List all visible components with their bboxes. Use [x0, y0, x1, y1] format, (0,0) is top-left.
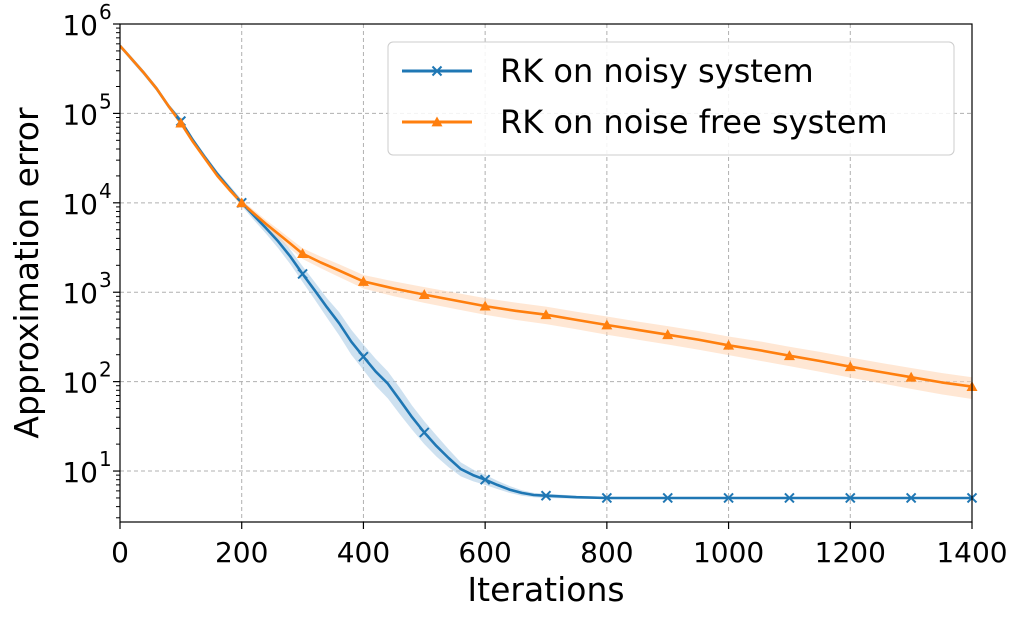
data-point-noise-free — [662, 329, 674, 340]
x-tick-label: 0 — [111, 536, 129, 569]
x-tick-label: 800 — [580, 536, 633, 569]
y-tick-base: 10 — [62, 456, 98, 489]
y-tick-label: 10 3 — [62, 268, 111, 310]
y-tick-base: 10 — [62, 9, 98, 42]
data-point-noise-free — [723, 339, 735, 350]
data-point-noise-free — [479, 300, 491, 311]
data-point-noisy — [601, 492, 613, 504]
y-tick-label: 10 4 — [62, 179, 111, 221]
data-point-noisy — [540, 490, 552, 501]
x-tick-label: 400 — [337, 536, 390, 569]
data-point-noise-free — [297, 248, 309, 259]
data-point-noise-free — [601, 319, 613, 330]
y-tick-label: 10 1 — [62, 447, 111, 489]
x-tick-label: 200 — [215, 536, 268, 569]
data-point-noisy — [479, 474, 491, 485]
legend-marker-triangle-icon — [431, 116, 443, 127]
y-tick-base: 10 — [62, 367, 98, 400]
y-tick-exponent: 3 — [99, 268, 112, 292]
legend-box — [387, 41, 955, 156]
data-point-noisy — [662, 492, 673, 504]
x-tick-label: 600 — [458, 536, 511, 569]
legend: RK on noisy system RK on noise free syst… — [387, 41, 955, 156]
x-tick-label: 1400 — [936, 536, 1007, 569]
y-tick-label: 10 6 — [62, 0, 111, 42]
plot-frame — [119, 23, 973, 523]
y-tick-exponent: 6 — [99, 0, 112, 24]
y-tick-label: 10 2 — [62, 358, 111, 400]
data-point-noise-free — [418, 289, 430, 300]
y-tick-exponent: 5 — [99, 89, 112, 113]
x-axis-label: Iterations — [467, 570, 624, 609]
y-tick-exponent: 4 — [99, 179, 112, 203]
data-point-noise-free — [540, 309, 552, 320]
data-point-noisy — [845, 492, 856, 504]
y-tick-exponent: 1 — [99, 447, 112, 471]
data-point-noise-free — [236, 197, 248, 208]
y-tick-base: 10 — [62, 188, 98, 221]
y-tick-base: 10 — [62, 277, 98, 310]
x-tick-label: 1200 — [815, 536, 886, 569]
y-tick-exponent: 2 — [99, 358, 112, 382]
data-point-noise-free — [175, 117, 187, 128]
y-tick-base: 10 — [62, 98, 98, 131]
data-point-noisy — [419, 427, 430, 438]
data-point-noise-free — [905, 371, 917, 382]
y-axis-label: Approximation error — [7, 107, 46, 439]
legend-marker-x-icon — [431, 65, 443, 77]
x-tick-label: 1000 — [693, 536, 764, 569]
legend-x-glyph — [431, 65, 443, 77]
data-point-noisy — [297, 268, 308, 280]
data-point-noisy — [784, 492, 795, 504]
data-point-noisy — [358, 351, 369, 362]
data-point-noise-free — [357, 275, 369, 286]
data-point-noise-free — [844, 361, 856, 372]
data-point-noise-free — [783, 350, 795, 361]
data-point-noisy — [723, 492, 734, 504]
y-tick-label: 10 5 — [62, 89, 111, 131]
legend-label-noisy: RK on noisy system — [500, 52, 814, 90]
series-line-1 — [120, 44, 972, 388]
data-point-noisy — [905, 492, 917, 504]
legend-label-noise-free: RK on noise free system — [500, 103, 888, 141]
legend-triangle-glyph — [431, 116, 443, 127]
series-lines — [120, 44, 972, 500]
x-axis-ticks: 0 200 400 600 800 1000 1200 1400 — [111, 522, 1008, 569]
